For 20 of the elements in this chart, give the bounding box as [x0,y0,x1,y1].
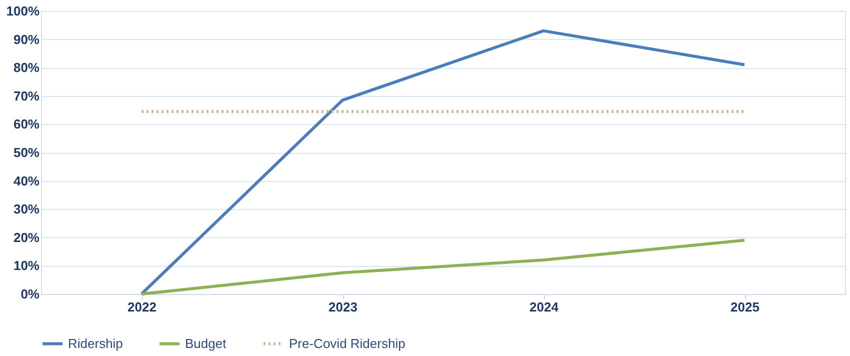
x-tick-label: 2024 [530,300,560,314]
legend-label: Budget [185,336,227,351]
y-tick-label: 60% [13,116,40,132]
y-tick-label: 30% [13,202,40,217]
y-tick-label: 40% [13,173,40,188]
y-tick-label: 100% [6,4,40,18]
x-tick-label: 2023 [328,300,358,314]
y-tick-label: 70% [13,88,40,104]
y-tick-label: 10% [13,258,40,274]
y-tick-label: 50% [13,145,40,160]
line-series [140,238,746,296]
y-tick-label: 0% [20,286,40,302]
legend-label: Pre-Covid Ridership [289,336,406,351]
x-tick-label: 2022 [128,300,156,314]
y-tick-label: 20% [13,230,40,245]
line-series [140,29,746,296]
y-tick-label: 80% [13,60,40,76]
y-tick-label: 90% [13,32,40,47]
legend-label: Ridership [68,336,123,351]
x-tick-label: 2025 [730,300,760,314]
